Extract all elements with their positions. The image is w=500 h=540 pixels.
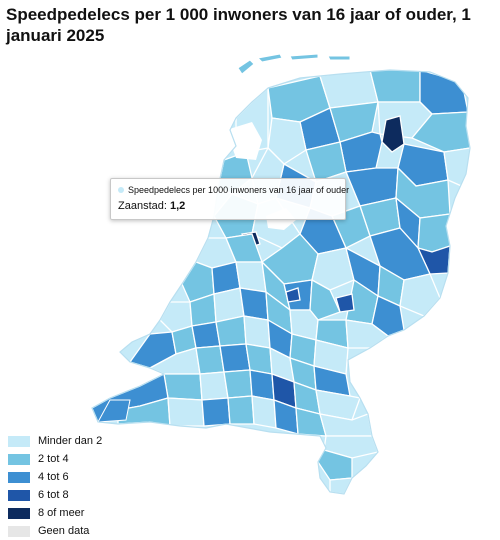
municipality-region [243,315,271,349]
municipality-region [251,395,277,429]
municipality-region [335,293,355,313]
legend-swatch [8,507,30,519]
legend-label: Geen data [38,525,90,537]
municipality-region [199,371,229,401]
municipality-region [201,397,231,427]
legend-item-6-tot-8[interactable]: 6 tot 8 [8,486,208,504]
legend-item-8-of-meer[interactable]: 8 of meer [8,504,208,522]
map-svg [91,53,471,495]
legend-label: 2 tot 4 [38,453,69,465]
municipality-region [369,70,421,103]
legend-label: 6 tot 8 [38,489,69,501]
municipality-region [311,247,355,291]
tooltip-series-label: Speedpedelecs per 1000 inwoners van 16 j… [128,185,350,195]
municipality-region [309,278,341,321]
municipality-region [267,117,307,165]
legend-label: 8 of meer [38,507,85,519]
legend-swatch [8,435,30,447]
legend-item-minder-dan-2[interactable]: Minder dan 2 [8,432,208,450]
municipality-region [223,369,253,399]
municipality-region [227,395,255,425]
municipality-region [249,369,275,401]
municipality-region [167,397,205,427]
municipality-region [163,373,203,401]
tooltip-series-dot [118,187,124,193]
tooltip-separator: : [163,200,170,212]
legend-item-geen-data[interactable]: Geen data [8,522,208,540]
municipality-region [329,477,354,494]
municipality-region [219,343,251,373]
map-legend: Minder dan 2 2 tot 4 4 tot 6 6 tot 8 8 o… [8,432,208,540]
legend-label: 4 tot 6 [38,471,69,483]
municipality-region [381,115,405,153]
zeeland-island [97,399,131,423]
legend-item-2-tot-4[interactable]: 2 tot 4 [8,450,208,468]
municipality-region [417,213,451,253]
choropleth-map[interactable] [0,48,500,498]
municipality-region [195,345,225,375]
municipality-region [215,315,247,347]
tooltip-value: 1,2 [170,200,186,212]
municipality-region [191,321,221,349]
wadden-islands [237,53,351,75]
legend-swatch [8,471,30,483]
municipality-region [239,287,269,321]
legend-swatch [8,453,30,465]
legend-swatch [8,525,30,537]
map-title: Speedpedelecs per 1 000 inwoners van 16 … [6,5,471,45]
map-tooltip: Speedpedelecs per 1000 inwoners van 16 j… [110,178,350,220]
municipality-region [419,70,469,115]
legend-item-4-tot-6[interactable]: 4 tot 6 [8,468,208,486]
legend-swatch [8,489,30,501]
tooltip-municipality: Zaanstad [118,200,164,212]
municipality-region [315,389,361,421]
municipality-region [285,287,301,303]
legend-label: Minder dan 2 [38,435,103,447]
